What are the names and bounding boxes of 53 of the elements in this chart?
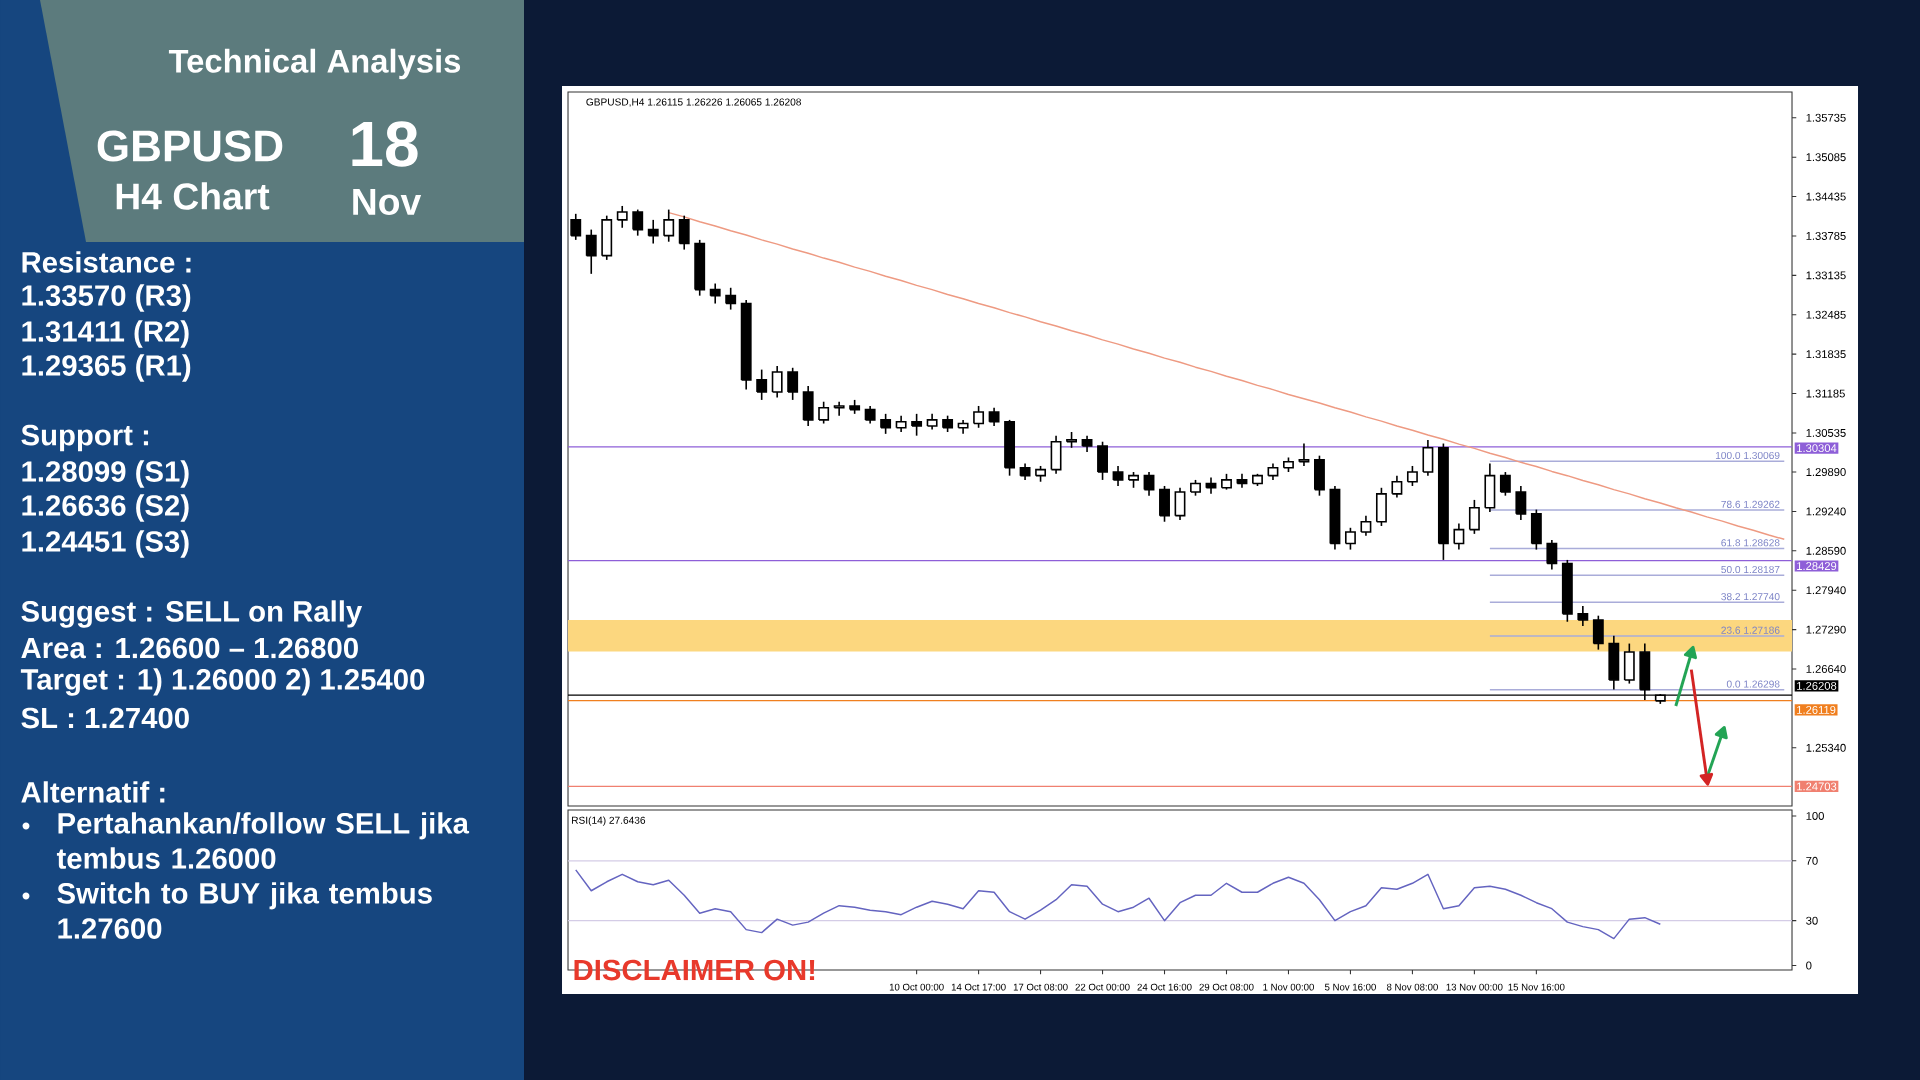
text: GBPUSD (97, 130, 283, 162)
text: Alternatif : (21, 781, 165, 803)
candlestick (926, 413, 938, 431)
candlestick (1577, 605, 1589, 627)
text: Area : 1.26600 – 1.26800 (21, 637, 358, 659)
candlestick (1360, 514, 1372, 537)
text: Support : (21, 424, 149, 452)
candlestick (1546, 539, 1558, 571)
candlestick (1112, 465, 1124, 487)
text: 1.33570 (R3) (22, 284, 191, 312)
annotation: DISCLAIMER ON! (574, 959, 815, 981)
candlestick (585, 228, 597, 275)
candlestick (694, 239, 706, 297)
candlestick (1174, 486, 1186, 521)
candlestick (802, 385, 814, 427)
text: 1.31411 (R2) (22, 320, 189, 348)
candlestick (1205, 476, 1217, 495)
text: Nov (353, 188, 422, 216)
text: H4 Chart (116, 182, 270, 210)
candlestick (740, 299, 752, 391)
candlestick (1515, 485, 1527, 521)
text: Resistance : (22, 251, 191, 273)
candlestick (709, 282, 721, 305)
candlestick (632, 208, 644, 237)
text: Suggest : SELL on Rally (21, 600, 363, 628)
text: Technical Analysis (168, 48, 461, 80)
candlestick (1081, 434, 1093, 453)
candlestick (663, 208, 675, 243)
text: 1.24451 (S3) (22, 530, 189, 558)
candlestick (1608, 634, 1620, 691)
text: Pertahankan/follow SELL jika tembus 1.26000 (56, 812, 470, 869)
candlestick (647, 219, 659, 245)
text: 1.26636 (S2) (22, 494, 189, 522)
candlestick (1019, 462, 1031, 481)
candlestick (678, 214, 690, 251)
text: 1.28099 (S1) (22, 460, 189, 488)
line-series (575, 869, 1662, 940)
candlestick (864, 405, 876, 425)
text: 1.29365 (R1) (22, 354, 191, 382)
line-series (667, 211, 1785, 541)
candlestick (570, 213, 582, 241)
candlestick (616, 205, 628, 229)
text: Switch to BUY jika tembus 1.27600 (57, 882, 432, 939)
candlestick (601, 214, 613, 261)
candlestick (1050, 434, 1062, 475)
candlestick (957, 419, 969, 435)
candlestick (1422, 439, 1434, 477)
candlestick (1453, 522, 1465, 551)
candlestick (833, 400, 845, 417)
candlestick (1329, 485, 1341, 551)
text: Target : 1) 1.26000 2) 1.25400 (20, 668, 425, 696)
text: SL : 1.27400 (21, 707, 189, 729)
text: 18 (352, 121, 418, 167)
